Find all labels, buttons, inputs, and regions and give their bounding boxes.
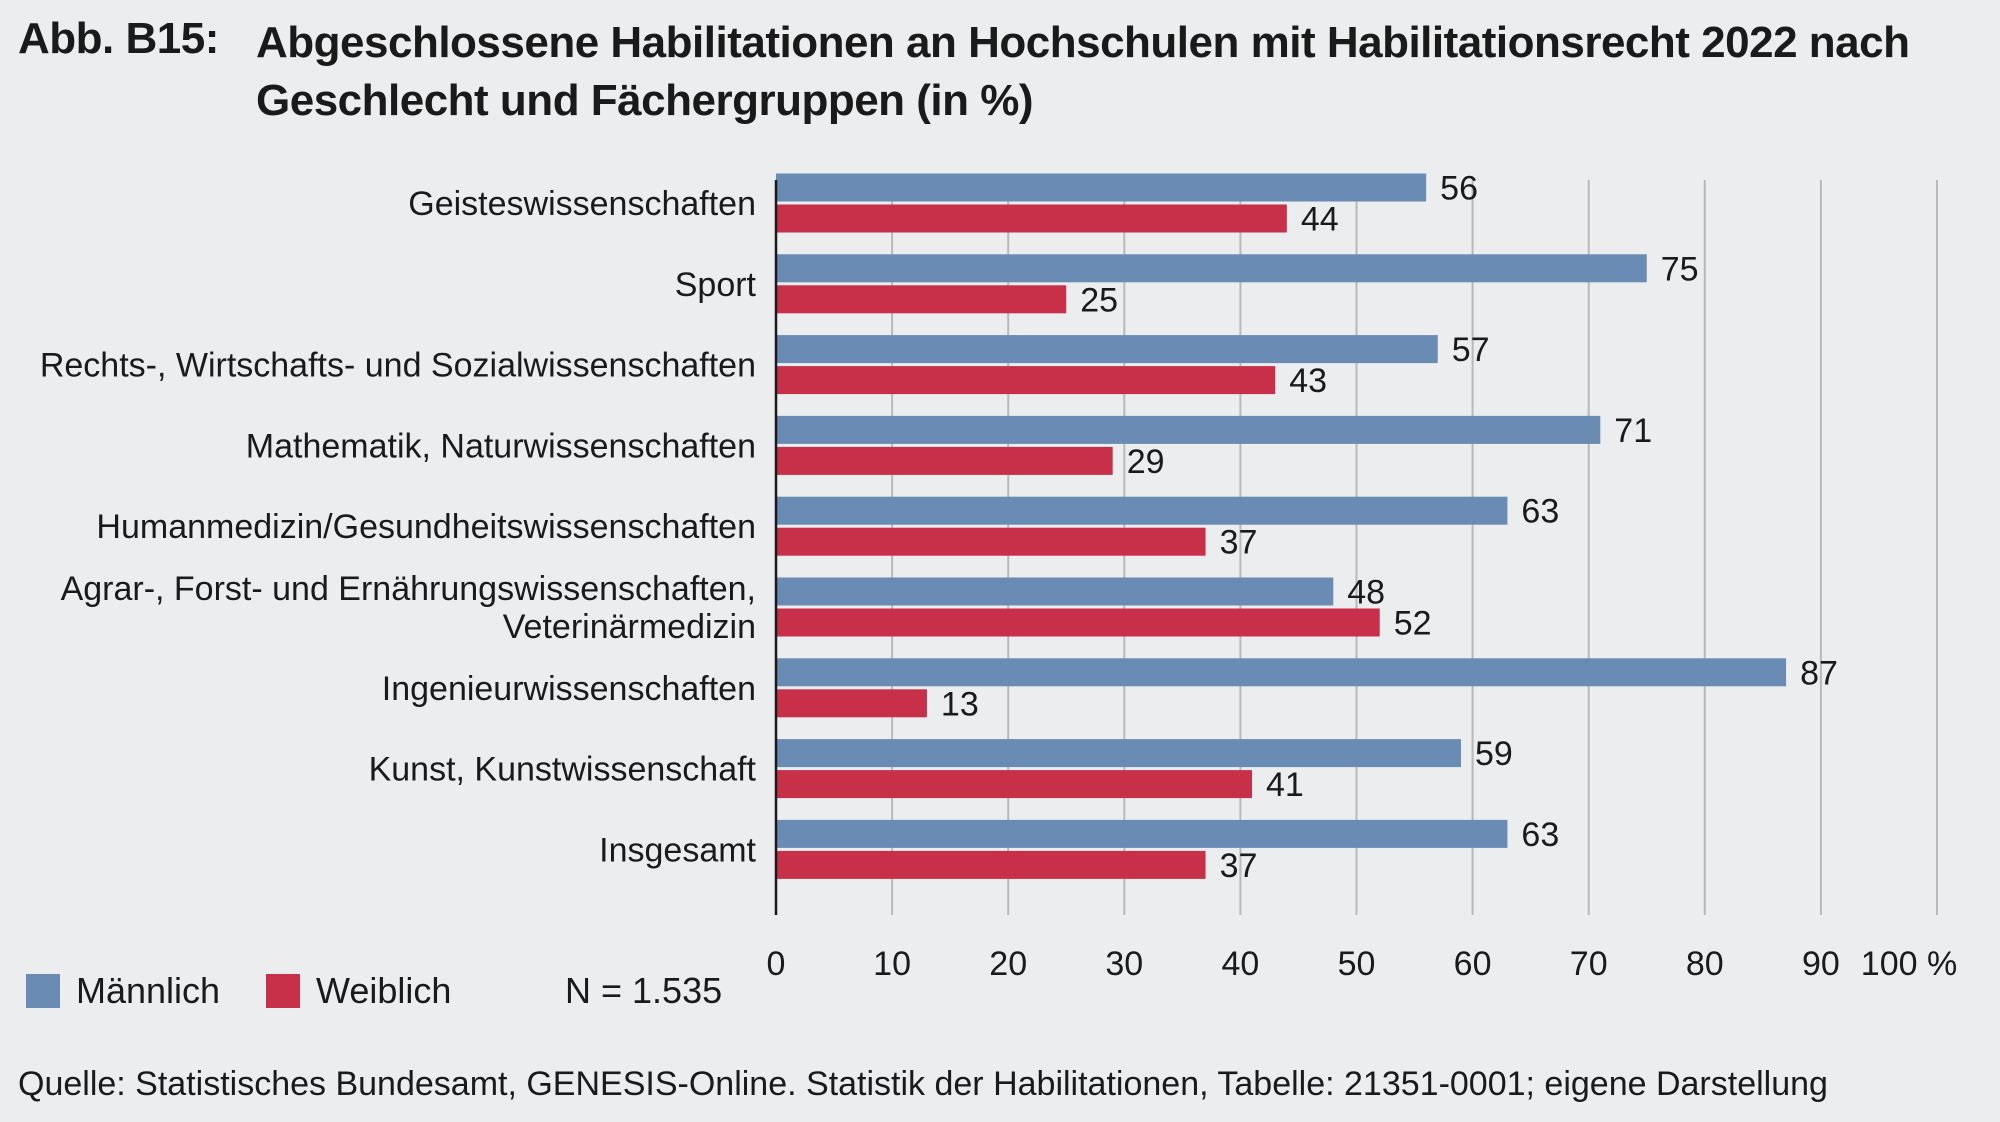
x-tick-label: 100 % — [1861, 945, 1957, 983]
figure-label: Abb. B15: — [18, 14, 219, 63]
category-label: Sport — [675, 266, 757, 304]
bar-male — [776, 819, 1508, 848]
value-label-male: 56 — [1440, 170, 1478, 208]
value-label-male: 71 — [1614, 412, 1652, 450]
bar-male — [776, 254, 1647, 283]
category-label: Insgesamt — [599, 831, 756, 869]
value-label-female: 41 — [1266, 766, 1304, 804]
bar-male — [776, 415, 1601, 444]
legend-label-female: Weiblich — [316, 970, 452, 1011]
value-label-male: 75 — [1661, 250, 1699, 288]
category-label: Humanmedizin/Gesundheitswissenschaften — [96, 508, 756, 546]
bar-male — [776, 173, 1427, 202]
category-label: Ingenieurwissenschaften — [382, 670, 756, 708]
bar-female — [776, 366, 1276, 395]
legend-label-male: Männlich — [76, 970, 221, 1011]
sample-size-note: N = 1.535 — [565, 970, 723, 1011]
value-label-female: 52 — [1394, 605, 1432, 643]
value-label-female: 43 — [1289, 362, 1327, 400]
bar-female — [776, 689, 927, 718]
bar-female — [776, 608, 1380, 637]
bar-female — [776, 446, 1113, 475]
bar-female — [776, 204, 1287, 233]
bar-male — [776, 496, 1508, 525]
category-label: Veterinärmedizin — [503, 608, 756, 646]
category-label: Kunst, Kunstwissenschaft — [369, 751, 757, 789]
x-tick-label: 90 — [1802, 945, 1840, 983]
bar-female — [776, 527, 1206, 556]
value-label-male: 63 — [1521, 493, 1559, 531]
value-label-female: 13 — [941, 685, 979, 723]
x-tick-label: 60 — [1454, 945, 1492, 983]
bar-male — [776, 577, 1334, 606]
value-label-male: 87 — [1800, 654, 1838, 692]
value-label-male: 57 — [1452, 331, 1490, 369]
value-label-female: 44 — [1301, 201, 1339, 239]
legend-item-female: Weiblich — [266, 970, 451, 1012]
category-label: Mathematik, Naturwissenschaften — [246, 427, 756, 465]
bar-female — [776, 850, 1206, 879]
value-label-male: 59 — [1475, 735, 1513, 773]
figure-title: Abgeschlossene Habilitationen an Hochsch… — [256, 18, 1910, 125]
legend-item-male: Männlich — [26, 970, 220, 1012]
source-note: Quelle: Statistisches Bundesamt, GENESIS… — [18, 1065, 1828, 1103]
category-label: Agrar-, Forst- und Ernährungswissenschaf… — [61, 570, 756, 608]
bar-male — [776, 739, 1461, 768]
bar-male — [776, 658, 1787, 687]
value-label-female: 25 — [1080, 281, 1118, 319]
x-tick-label: 80 — [1686, 945, 1724, 983]
x-tick-label: 40 — [1221, 945, 1259, 983]
value-label-male: 63 — [1521, 816, 1559, 854]
value-label-female: 29 — [1127, 443, 1165, 481]
x-tick-label: 10 — [873, 945, 911, 983]
x-tick-label: 0 — [767, 945, 786, 983]
bar-female — [776, 770, 1253, 799]
x-tick-label: 30 — [1105, 945, 1143, 983]
legend-swatch-male — [26, 974, 60, 1008]
legend-swatch-female — [266, 974, 300, 1008]
x-tick-label: 50 — [1338, 945, 1376, 983]
category-label: Rechts-, Wirtschafts- und Sozialwissensc… — [40, 347, 756, 385]
value-label-female: 37 — [1220, 847, 1258, 885]
x-tick-label: 20 — [989, 945, 1027, 983]
bar-female — [776, 285, 1067, 314]
bar-male — [776, 335, 1438, 364]
value-label-male: 48 — [1347, 574, 1385, 612]
category-label: Geisteswissenschaften — [408, 185, 756, 223]
x-tick-label: 70 — [1570, 945, 1608, 983]
value-label-female: 37 — [1220, 524, 1258, 562]
